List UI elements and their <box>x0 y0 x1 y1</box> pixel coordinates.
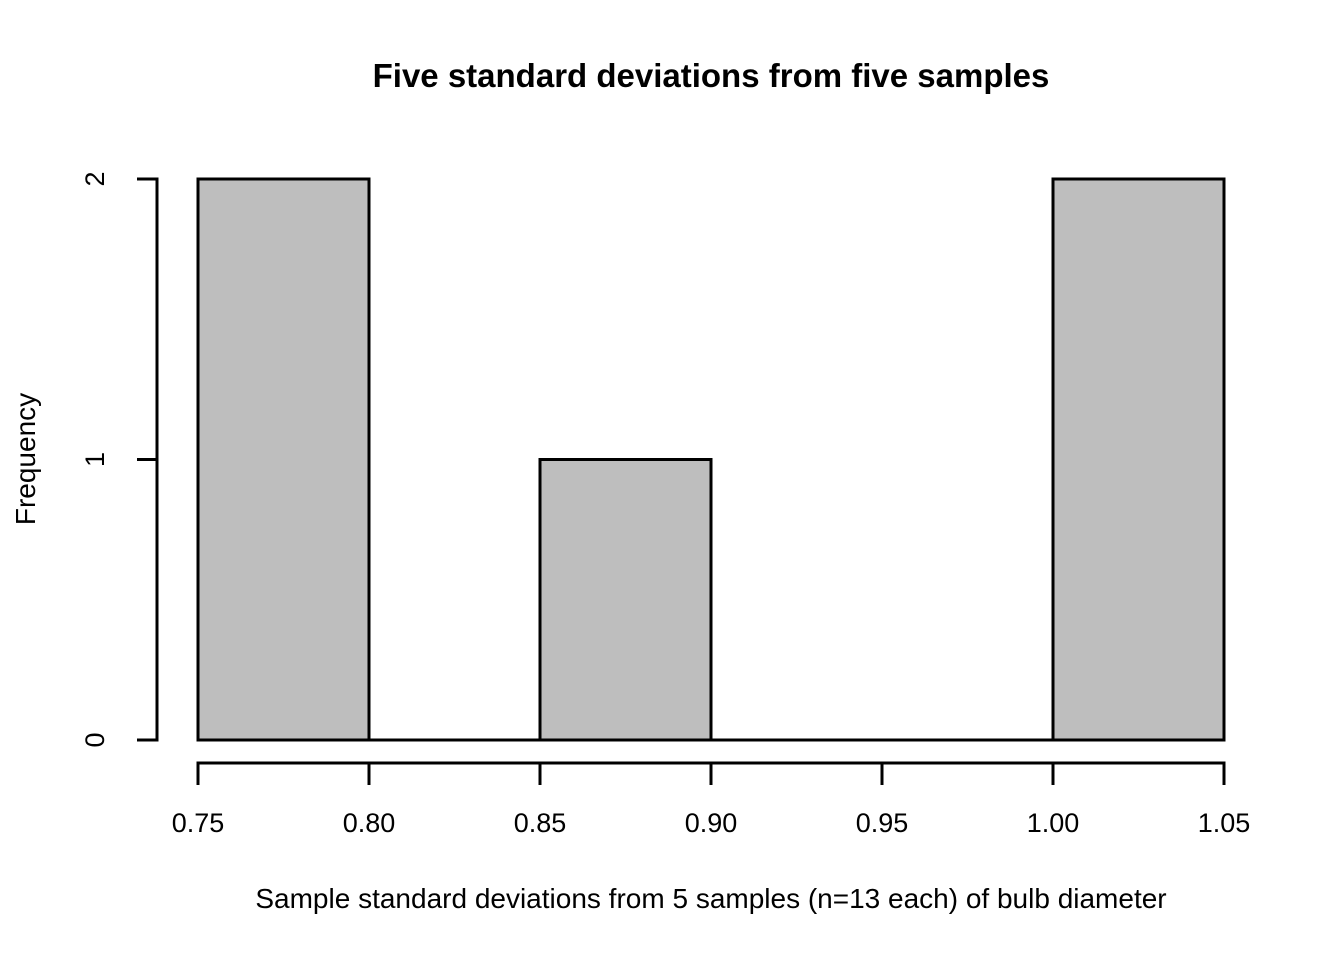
x-tick-label: 1.00 <box>1027 808 1080 838</box>
x-tick-label: 0.80 <box>343 808 396 838</box>
y-tick-label: 0 <box>80 732 110 747</box>
y-tick-label: 1 <box>80 452 110 467</box>
x-tick-label: 0.85 <box>514 808 567 838</box>
x-tick-label: 0.75 <box>172 808 225 838</box>
x-tick-label: 0.95 <box>856 808 909 838</box>
histogram-bar <box>538 458 713 742</box>
y-axis-label: Frequency <box>10 392 41 526</box>
x-tick-label: 1.05 <box>1198 808 1251 838</box>
chart-title: Five standard deviations from five sampl… <box>372 57 1050 94</box>
x-axis-label: Sample standard deviations from 5 sample… <box>255 883 1167 914</box>
x-tick-label: 0.90 <box>685 808 738 838</box>
histogram-bar <box>1051 177 1226 742</box>
histogram-bar <box>196 177 371 742</box>
y-tick-label: 2 <box>80 171 110 186</box>
